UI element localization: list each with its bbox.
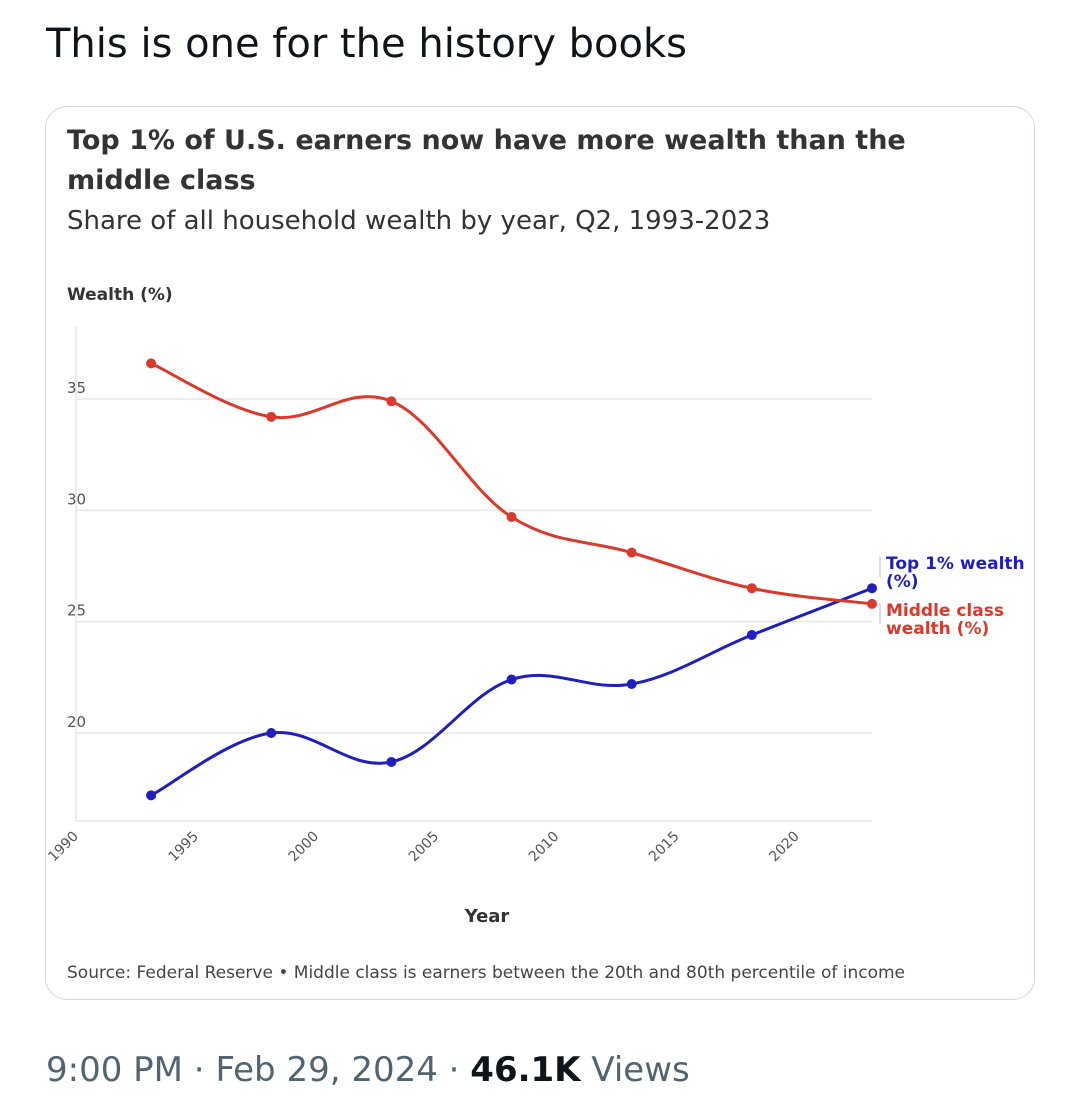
- chart-title: Top 1% of U.S. earners now have more wea…: [67, 125, 906, 196]
- y-tick-labels: 20 25 30 35: [67, 379, 86, 731]
- meta-separator: ·: [183, 1050, 216, 1090]
- y-axis-label: Wealth (%): [67, 285, 173, 305]
- chart-source-note: Source: Federal Reserve • Middle class i…: [67, 963, 906, 983]
- y-tick-label: 25: [67, 602, 86, 620]
- data-point: [386, 396, 397, 407]
- series-lines: [146, 358, 877, 801]
- meta-separator: ·: [437, 1050, 471, 1090]
- data-point: [867, 598, 877, 609]
- gridlines: [75, 327, 872, 822]
- y-tick-label: 35: [67, 379, 86, 397]
- data-point: [266, 411, 277, 422]
- data-point: [506, 674, 517, 685]
- series-label-top1: Top 1% wealth (%): [886, 554, 1025, 592]
- tweet-meta: 9:00 PM · Feb 29, 2024 · 46.1K Views: [46, 1046, 690, 1094]
- data-point: [867, 583, 877, 594]
- x-tick-labels: 1990 1995 2000 2005 2010 2015 2020: [46, 829, 803, 866]
- data-point: [266, 728, 277, 738]
- x-tick-label: 2015: [646, 829, 683, 866]
- data-point: [506, 512, 517, 523]
- views-label: Views: [580, 1050, 690, 1090]
- x-tick-label: 2005: [406, 829, 443, 866]
- line-chart: Wealth (%) 20 25 30 35 1990 1995 2000 2005 2010…: [46, 285, 1025, 927]
- views-count[interactable]: 46.1K: [470, 1050, 581, 1090]
- data-point: [146, 790, 157, 801]
- data-point: [626, 547, 637, 558]
- data-point: [146, 358, 157, 369]
- x-tick-label: 1990: [46, 829, 82, 866]
- x-tick-label: 2010: [526, 829, 563, 866]
- data-point: [746, 630, 757, 641]
- x-tick-label: 2020: [766, 829, 803, 866]
- tweet-text: This is one for the history books: [46, 21, 687, 67]
- chart-card[interactable]: Top 1% of U.S. earners now have more wea…: [45, 106, 1035, 1000]
- x-tick-label: 1995: [165, 829, 202, 866]
- data-point: [746, 583, 757, 594]
- data-point: [626, 679, 637, 690]
- x-axis-label: Year: [464, 906, 510, 927]
- y-tick-label: 30: [67, 490, 86, 508]
- x-tick-label: 2000: [286, 829, 323, 866]
- series-labels: Top 1% wealth (%) Middle class wealth (%): [879, 554, 1025, 639]
- data-point: [386, 756, 397, 767]
- series-line-top1: [150, 586, 873, 797]
- tweet-date[interactable]: Feb 29, 2024: [215, 1050, 438, 1090]
- y-tick-label: 20: [67, 713, 86, 731]
- chart-subtitle: Share of all household wealth by year, Q…: [67, 206, 771, 236]
- tweet-time[interactable]: 9:00 PM: [46, 1050, 183, 1090]
- series-label-middle-class: Middle class wealth (%): [886, 601, 1004, 639]
